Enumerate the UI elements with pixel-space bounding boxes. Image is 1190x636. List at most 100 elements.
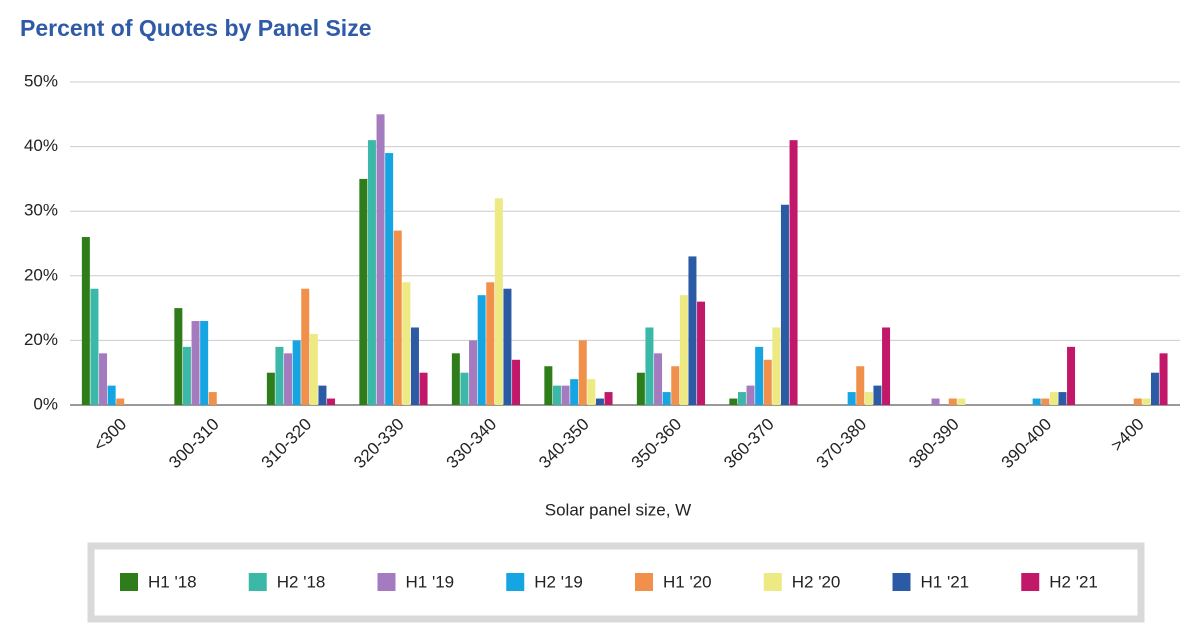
bar: [679, 295, 688, 405]
bar: [1058, 392, 1067, 405]
legend-label: H1 '19: [406, 572, 455, 591]
bar: [688, 256, 697, 405]
legend-label: H2 '21: [1049, 572, 1098, 591]
bar: [873, 385, 882, 405]
legend-label: H2 '20: [792, 572, 841, 591]
bar: [755, 346, 764, 405]
bar: [116, 398, 125, 405]
bar: [460, 372, 469, 405]
x-tick-label: 300-310: [165, 415, 223, 473]
bar: [410, 327, 419, 405]
bar: [477, 295, 486, 405]
bar: [318, 385, 327, 405]
bar: [931, 398, 940, 405]
bar: [327, 398, 336, 405]
legend-swatch: [1021, 573, 1040, 591]
y-tick-label: 20%: [24, 265, 58, 284]
bar: [729, 398, 738, 405]
legend-swatch: [506, 573, 525, 591]
x-tick-label: 370-380: [813, 415, 871, 473]
bar: [1133, 398, 1142, 405]
bar: [654, 353, 663, 405]
legend-swatch: [377, 573, 396, 591]
x-tick-label: >400: [1107, 415, 1148, 456]
y-tick-label: 20%: [24, 330, 58, 349]
bar: [1150, 372, 1159, 405]
bar: [1041, 398, 1050, 405]
bar: [1159, 353, 1168, 405]
bar: [847, 392, 856, 405]
bar: [882, 327, 891, 405]
bar: [81, 237, 90, 405]
bar: [208, 392, 217, 405]
legend-swatch: [763, 573, 782, 591]
y-tick-label: 50%: [24, 71, 58, 90]
legend-box: [87, 542, 1145, 623]
bar: [376, 114, 385, 406]
bar: [90, 288, 99, 405]
bar: [645, 327, 654, 405]
bar: [359, 178, 368, 405]
bar: [737, 392, 746, 405]
x-tick-label: 330-340: [443, 415, 501, 473]
y-tick-label: 30%: [24, 201, 58, 220]
bar: [789, 140, 798, 405]
legend-label: H1 '21: [921, 572, 970, 591]
bar: [107, 385, 116, 405]
bar: [662, 392, 671, 405]
bar: [494, 198, 503, 405]
bar: [99, 353, 108, 405]
bar: [275, 346, 284, 405]
bar: [856, 366, 865, 405]
bar: [671, 366, 680, 405]
bar: [957, 398, 966, 405]
legend-label: H2 '18: [277, 572, 326, 591]
bar: [1049, 392, 1058, 405]
bar: [1142, 398, 1151, 405]
x-tick-label: 380-390: [905, 415, 963, 473]
x-tick-label: 320-330: [350, 415, 408, 473]
bar: [486, 282, 495, 405]
legend-swatch: [635, 573, 653, 591]
x-tick-label: 340-350: [535, 415, 593, 473]
x-tick-label: <300: [90, 415, 131, 456]
x-axis-title: Solar panel size, W: [545, 500, 691, 519]
y-tick-label: 40%: [24, 136, 58, 155]
bar: [419, 372, 428, 405]
bar: [780, 204, 789, 405]
bar: [772, 327, 781, 405]
bar: [451, 353, 460, 405]
bar: [200, 321, 209, 405]
bar: [174, 308, 183, 405]
legend-swatch: [120, 573, 138, 591]
bar: [367, 140, 376, 405]
legend-label: H1 '20: [663, 572, 712, 591]
bar: [1067, 346, 1076, 405]
legend-label: H2 '19: [534, 572, 583, 591]
legend-swatch: [892, 573, 911, 591]
bar: [570, 379, 579, 405]
x-tick-label: 310-320: [258, 415, 316, 473]
bar: [469, 340, 478, 405]
bar: [402, 282, 411, 405]
bar: [182, 346, 191, 405]
bar: [552, 385, 561, 405]
bar: [864, 392, 873, 405]
bar: [512, 359, 521, 405]
y-tick-label: 0%: [33, 394, 58, 413]
bar: [292, 340, 301, 405]
bar: [595, 398, 604, 405]
bar: [301, 288, 310, 405]
bar: [266, 372, 275, 405]
bar: [284, 353, 293, 405]
bar: [191, 321, 200, 405]
bar: [948, 398, 957, 405]
legend-swatch: [248, 573, 267, 591]
bar: [309, 333, 318, 405]
bar: [697, 301, 706, 405]
bar: [604, 392, 613, 405]
x-tick-label: 350-360: [628, 415, 686, 473]
bar: [385, 153, 394, 405]
chart-title: Percent of Quotes by Panel Size: [20, 15, 372, 41]
bar: [503, 288, 512, 405]
